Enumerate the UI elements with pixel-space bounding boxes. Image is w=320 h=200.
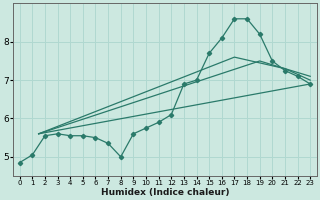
X-axis label: Humidex (Indice chaleur): Humidex (Indice chaleur): [101, 188, 229, 197]
